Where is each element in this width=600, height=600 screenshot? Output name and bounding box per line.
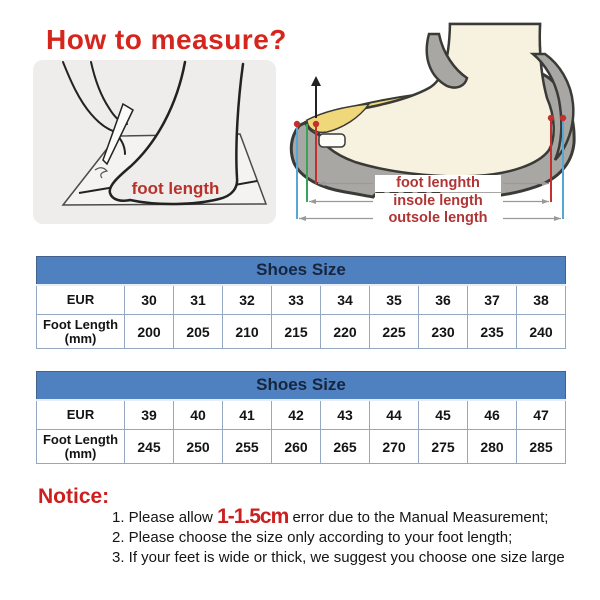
size-cell: 39 (124, 399, 174, 430)
size-cell: 34 (320, 284, 370, 315)
front-collar-strap (425, 32, 469, 89)
toe-marker (318, 133, 346, 148)
length-cell: 245 (124, 429, 174, 464)
shoe-cross-section-drawing (289, 22, 576, 221)
toe-tick-mark (78, 186, 116, 194)
dim-arrowhead (542, 181, 549, 186)
row-label-eur: EUR (36, 399, 125, 430)
size-cell: 35 (369, 284, 419, 315)
length-cell: 260 (271, 429, 321, 464)
length-cell: 215 (271, 314, 321, 349)
length-cell: 225 (369, 314, 419, 349)
table-header: Shoes Size (36, 371, 566, 401)
size-cell: 45 (418, 399, 468, 430)
dim-arrowhead (309, 199, 316, 204)
page-title: How to measure? (46, 24, 287, 55)
row-label-foot-length: Foot Length (mm) (36, 429, 125, 464)
size-cell: 30 (124, 284, 174, 315)
length-cell: 240 (516, 314, 566, 349)
row-label-foot-length: Foot Length (mm) (36, 314, 125, 349)
foot-length-measure-label: foot lenghth (375, 175, 501, 192)
length-cell: 200 (124, 314, 174, 349)
size-cell: 47 (516, 399, 566, 430)
notice-item-1-highlight: 1-1.5cm (217, 505, 289, 528)
notice-heading: Notice: (38, 485, 110, 508)
notice-list: 1. Please allow 1-1.5cm error due to the… (112, 505, 582, 568)
row-label-line1: Foot Length (42, 431, 119, 447)
notice-item-3: 3. If your feet is wide or thick, we sug… (112, 549, 565, 566)
measure-dot (547, 114, 555, 122)
length-cell: 220 (320, 314, 370, 349)
measure-dot (312, 120, 320, 128)
size-table-eur-30-38: Shoes Size EUR 30 31 32 33 34 35 36 37 3… (36, 256, 566, 349)
foot-tracing-illustration: foot length (33, 60, 276, 224)
size-cell: 41 (222, 399, 272, 430)
size-cell: 43 (320, 399, 370, 430)
dim-arrowhead (299, 216, 306, 221)
outsole-length-measure-label: outsole length (375, 210, 501, 227)
size-cell: 44 (369, 399, 419, 430)
notice-item-1-prefix: 1. Please allow (112, 509, 218, 526)
notice-item-1: 1. Please allow 1-1.5cm error due to the… (112, 505, 582, 528)
pen (102, 102, 134, 166)
size-cell: 33 (271, 284, 321, 315)
pen-scribble (94, 167, 109, 179)
shoe-cross-section-illustration: foot lenghth insole length outsole lengt… (283, 22, 598, 235)
length-cell: 275 (418, 429, 468, 464)
size-cell: 36 (418, 284, 468, 315)
dim-arrowhead (318, 181, 325, 186)
foot-length-label: foot length (131, 179, 220, 198)
length-cell: 270 (369, 429, 419, 464)
notice-item-1-suffix: error due to the Manual Measurement; (288, 509, 549, 526)
row-label-line1: Foot Length (42, 316, 119, 332)
hand-outline (90, 61, 110, 109)
notice-item-2: 2. Please choose the size only according… (112, 529, 513, 546)
size-table-eur-39-47: Shoes Size EUR 39 40 41 42 43 44 45 46 4… (36, 371, 566, 464)
size-cell: 40 (173, 399, 223, 430)
length-cell: 265 (320, 429, 370, 464)
table-header: Shoes Size (36, 256, 566, 286)
foot-tracing-drawing (61, 60, 268, 206)
size-cell: 37 (467, 284, 517, 315)
length-cell: 205 (173, 314, 223, 349)
toe-up-arrowhead (311, 76, 321, 86)
measure-dot (559, 114, 567, 122)
dim-arrowhead (554, 216, 561, 221)
size-cell: 42 (271, 399, 321, 430)
size-cell: 46 (467, 399, 517, 430)
length-cell: 230 (418, 314, 468, 349)
size-cell: 38 (516, 284, 566, 315)
measure-dot (293, 120, 301, 128)
length-cell: 285 (516, 429, 566, 464)
foot-inside-shoe (317, 22, 555, 178)
row-label-line2: (mm) (64, 330, 97, 346)
hand-outline (62, 61, 114, 132)
insole-toe-patch (306, 103, 371, 134)
size-cell: 31 (173, 284, 223, 315)
length-cell: 255 (222, 429, 272, 464)
insole-length-measure-label: insole length (375, 193, 501, 210)
length-cell: 210 (222, 314, 272, 349)
size-cell: 32 (222, 284, 272, 315)
foot-outline (108, 60, 245, 206)
row-label-line2: (mm) (64, 445, 97, 461)
row-label-eur: EUR (36, 284, 125, 315)
length-cell: 250 (173, 429, 223, 464)
length-cell: 280 (467, 429, 517, 464)
dim-arrowhead (542, 199, 549, 204)
length-cell: 235 (467, 314, 517, 349)
